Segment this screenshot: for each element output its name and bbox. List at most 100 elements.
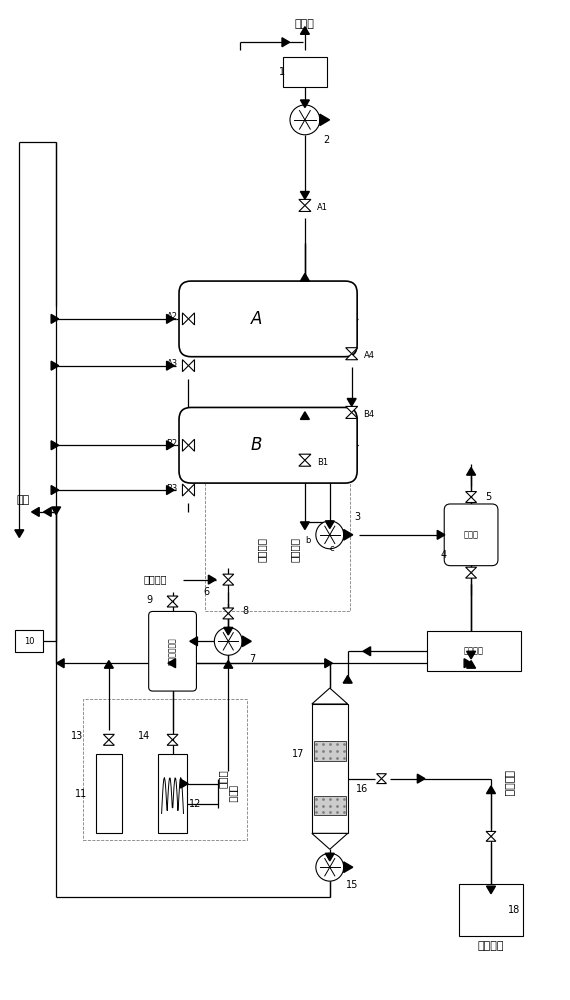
Polygon shape <box>345 348 358 354</box>
Polygon shape <box>224 627 233 635</box>
Text: 12: 12 <box>189 799 202 809</box>
Polygon shape <box>182 313 189 325</box>
Polygon shape <box>104 661 113 668</box>
Circle shape <box>316 853 344 881</box>
Bar <box>15 630 43 652</box>
Polygon shape <box>344 530 353 540</box>
Polygon shape <box>282 38 290 47</box>
Polygon shape <box>299 205 311 211</box>
Text: 水蒸气: 水蒸气 <box>228 785 238 802</box>
Polygon shape <box>167 740 178 745</box>
Polygon shape <box>189 313 194 325</box>
Circle shape <box>316 521 344 549</box>
Polygon shape <box>182 360 189 372</box>
Polygon shape <box>344 862 353 872</box>
Polygon shape <box>166 441 174 450</box>
Text: 6: 6 <box>203 587 209 597</box>
FancyBboxPatch shape <box>149 611 197 691</box>
Text: A3: A3 <box>166 359 178 368</box>
Text: 新鲜空气: 新鲜空气 <box>143 575 166 585</box>
Text: 2: 2 <box>324 135 330 145</box>
Polygon shape <box>224 661 233 668</box>
Polygon shape <box>300 100 310 108</box>
Circle shape <box>290 105 320 135</box>
Bar <box>96 754 122 833</box>
Text: 新鲜空气: 新鲜空气 <box>290 537 300 562</box>
Polygon shape <box>103 740 115 745</box>
Polygon shape <box>467 661 475 668</box>
Text: A2: A2 <box>166 312 178 321</box>
Polygon shape <box>325 521 334 529</box>
Bar <box>428 631 521 671</box>
Polygon shape <box>486 831 496 836</box>
Polygon shape <box>166 361 174 370</box>
Text: 废气源: 废气源 <box>295 19 315 29</box>
Text: 3: 3 <box>355 512 361 522</box>
Text: 9: 9 <box>146 595 153 605</box>
Polygon shape <box>43 507 51 516</box>
Polygon shape <box>51 486 59 495</box>
Text: 水蒸气: 水蒸气 <box>217 769 227 788</box>
Text: 4: 4 <box>440 550 446 560</box>
Polygon shape <box>299 460 311 466</box>
Text: 导热油加热器: 导热油加热器 <box>168 637 177 665</box>
Polygon shape <box>223 574 234 580</box>
Polygon shape <box>300 522 310 530</box>
Polygon shape <box>51 441 59 450</box>
Polygon shape <box>299 199 311 205</box>
Polygon shape <box>345 406 358 412</box>
FancyBboxPatch shape <box>444 504 498 566</box>
Polygon shape <box>377 774 386 779</box>
Bar <box>314 796 345 815</box>
Polygon shape <box>320 114 329 126</box>
Text: 1: 1 <box>279 67 285 77</box>
Text: 排空: 排空 <box>17 495 30 505</box>
Text: A: A <box>250 310 262 328</box>
Text: B: B <box>250 436 262 454</box>
Text: 14: 14 <box>139 731 150 741</box>
Text: B4: B4 <box>364 410 374 419</box>
Polygon shape <box>466 492 477 497</box>
Polygon shape <box>15 530 24 537</box>
Polygon shape <box>189 360 194 372</box>
Polygon shape <box>347 398 356 406</box>
Text: 提纯系统: 提纯系统 <box>504 770 514 797</box>
Circle shape <box>214 627 242 655</box>
Polygon shape <box>182 439 189 451</box>
Polygon shape <box>223 608 234 613</box>
FancyBboxPatch shape <box>179 281 357 357</box>
Polygon shape <box>52 507 60 515</box>
Polygon shape <box>312 833 348 849</box>
Text: 新鲜空气: 新鲜空气 <box>257 537 267 562</box>
Text: A4: A4 <box>364 351 374 360</box>
Polygon shape <box>300 412 310 419</box>
Polygon shape <box>51 361 59 370</box>
Text: 11: 11 <box>75 789 87 799</box>
Polygon shape <box>209 575 216 584</box>
Bar <box>314 741 345 761</box>
Polygon shape <box>417 774 425 783</box>
Text: 循环风机: 循环风机 <box>464 647 484 656</box>
Polygon shape <box>182 484 189 496</box>
Polygon shape <box>466 567 477 573</box>
Polygon shape <box>377 779 386 784</box>
Text: 15: 15 <box>345 880 358 890</box>
Polygon shape <box>299 454 311 460</box>
Polygon shape <box>166 486 174 495</box>
Polygon shape <box>437 530 445 539</box>
Polygon shape <box>300 273 310 281</box>
Polygon shape <box>466 497 477 502</box>
Polygon shape <box>363 647 371 656</box>
Polygon shape <box>464 659 472 668</box>
Text: A1: A1 <box>317 203 328 212</box>
Polygon shape <box>345 412 358 418</box>
Polygon shape <box>325 659 332 668</box>
Text: b: b <box>305 536 311 545</box>
Polygon shape <box>343 675 352 683</box>
Polygon shape <box>467 468 475 475</box>
Polygon shape <box>487 786 495 794</box>
Polygon shape <box>167 734 178 740</box>
Polygon shape <box>223 580 234 585</box>
Polygon shape <box>466 573 477 578</box>
Text: c: c <box>329 544 334 553</box>
